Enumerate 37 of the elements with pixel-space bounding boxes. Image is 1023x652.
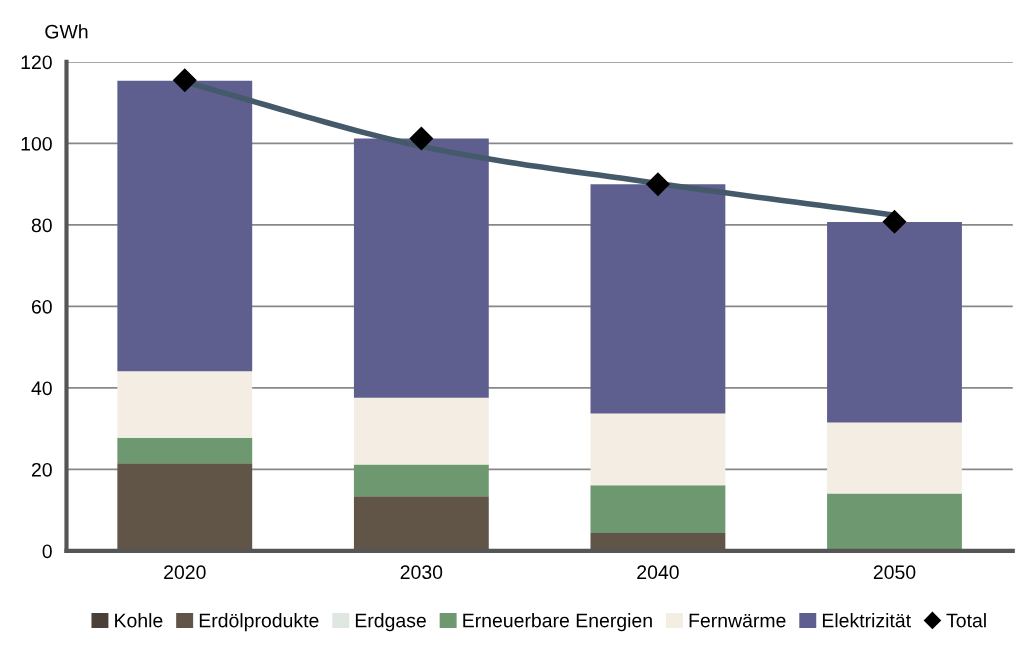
- bar: [827, 493, 962, 551]
- bar: [590, 413, 726, 486]
- point: [882, 209, 907, 234]
- legend-label: Fernwärme: [689, 613, 786, 628]
- legend-label: Kohle: [115, 613, 163, 628]
- legend-label: Erdölprodukte: [199, 613, 319, 632]
- x-tick-label: 2030: [400, 565, 443, 580]
- point: [645, 172, 670, 197]
- y-tick-label: 60: [31, 299, 52, 314]
- x-tick-label: 2050: [873, 565, 916, 580]
- y-tick-label: 120: [21, 55, 52, 70]
- y-axis-title: GWh: [45, 24, 88, 39]
- bar: [117, 463, 253, 551]
- point: [172, 68, 197, 93]
- x-tick-label: 2020: [164, 565, 206, 580]
- x-tick-label: 2040: [637, 565, 679, 580]
- y-tick-label: 100: [21, 136, 52, 151]
- bar: [117, 371, 253, 438]
- legend-label: Total: [946, 613, 986, 628]
- bar: [353, 464, 489, 497]
- y-tick-label: 0: [42, 544, 52, 559]
- bar: [353, 397, 489, 465]
- bar: [353, 138, 489, 398]
- y-tick-label: 80: [31, 218, 52, 233]
- legend-label: Erdgase: [355, 613, 426, 632]
- y-tick-label: 20: [31, 462, 52, 477]
- bar: [353, 496, 489, 551]
- bar: [117, 437, 253, 464]
- legend-label: Erneuerbare Energien: [463, 613, 652, 632]
- bar: [827, 222, 962, 423]
- bar: [590, 184, 726, 414]
- bar: [590, 485, 726, 534]
- point: [409, 126, 434, 151]
- bar: [827, 422, 962, 494]
- bar: [117, 80, 253, 372]
- legend-label: Elektrizität: [822, 613, 911, 628]
- y-tick-label: 40: [31, 381, 52, 396]
